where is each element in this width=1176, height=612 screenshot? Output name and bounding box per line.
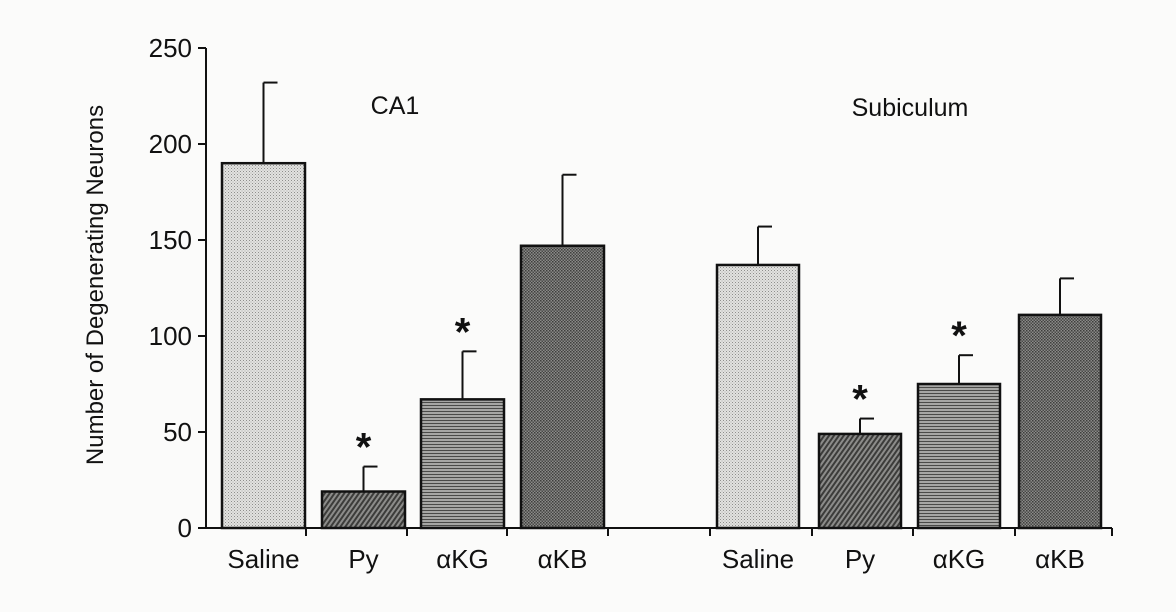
bar-αKB <box>519 244 606 530</box>
significance-marker: * <box>852 378 868 422</box>
bar-Py <box>817 432 903 530</box>
group-title: Subiculum <box>852 94 969 122</box>
y-tick-label: 200 <box>149 129 192 159</box>
y-tick-label: 250 <box>149 33 192 63</box>
x-tick-label: αKG <box>933 544 986 574</box>
group-title: CA1 <box>371 92 420 120</box>
x-tick-label: Saline <box>227 544 299 574</box>
y-tick-label: 0 <box>178 513 192 543</box>
y-tick-label: 150 <box>149 225 192 255</box>
bar-αKB <box>1017 313 1103 530</box>
y-tick-label: 50 <box>163 417 192 447</box>
bar-Saline <box>715 263 801 530</box>
x-tick-label: Py <box>348 544 378 574</box>
x-tick-label: αKG <box>436 544 489 574</box>
y-tick-label: 100 <box>149 321 192 351</box>
bar-αKG <box>419 398 506 530</box>
bar-αKG <box>916 382 1002 530</box>
x-tick-label: αKB <box>538 544 588 574</box>
x-tick-label: αKB <box>1035 544 1085 574</box>
significance-marker: * <box>455 310 471 354</box>
bar-Saline <box>220 161 307 530</box>
labels: 0 50 100 150 200 250 CA1 Saline * Py * αKG αKB Subicu… <box>149 33 1085 574</box>
y-axis-label: Number of Degenerating Neurons <box>82 105 109 465</box>
bars <box>220 81 1103 530</box>
significance-marker: * <box>356 426 372 470</box>
significance-marker: * <box>951 314 967 358</box>
x-tick-label: Py <box>845 544 875 574</box>
bar-Py <box>320 490 407 530</box>
x-tick-label: Saline <box>722 544 794 574</box>
